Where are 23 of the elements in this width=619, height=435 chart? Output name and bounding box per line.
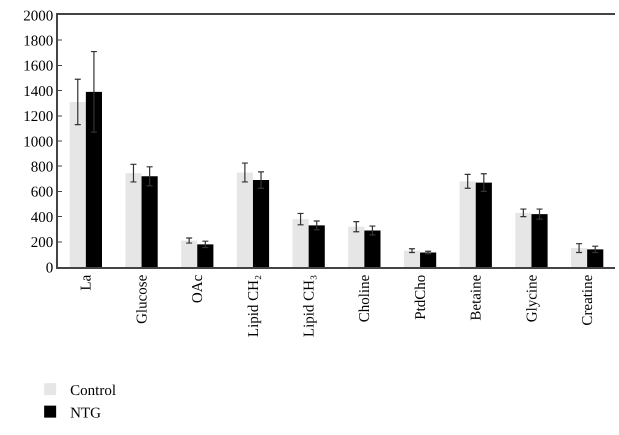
x-tick-label: OAc: [190, 274, 206, 304]
x-tick-label: PtdCho: [412, 274, 429, 320]
x-tick-label: Betaine: [468, 274, 485, 321]
y-tick-label: 800: [30, 159, 54, 176]
y-tick-label: 1400: [23, 84, 54, 100]
x-tick-label: Lipid CH₂: [246, 274, 262, 338]
y-tick-label: 1600: [23, 58, 54, 75]
y-tick-label: 1000: [23, 134, 54, 150]
x-tick-label: La: [78, 274, 95, 291]
y-tick-label: 1200: [23, 109, 54, 126]
y-tick-label: 2000: [23, 8, 54, 24]
x-tick-label: Lipid CH₃: [302, 274, 318, 338]
legend-label: NTG: [70, 405, 102, 422]
x-tick-label: Glycine: [524, 274, 540, 322]
x-tick-label: Glucose: [134, 274, 150, 324]
y-tick-label: 600: [30, 184, 54, 201]
y-tick-label: 1800: [23, 33, 54, 50]
x-tick-label: Creatine: [580, 274, 596, 326]
y-tick-label: 0: [46, 260, 54, 276]
x-tick-label: Choline: [357, 274, 374, 322]
y-tick-label: 200: [30, 235, 54, 252]
legend-label: Control: [70, 382, 116, 399]
y-tick-label: 400: [30, 210, 54, 226]
